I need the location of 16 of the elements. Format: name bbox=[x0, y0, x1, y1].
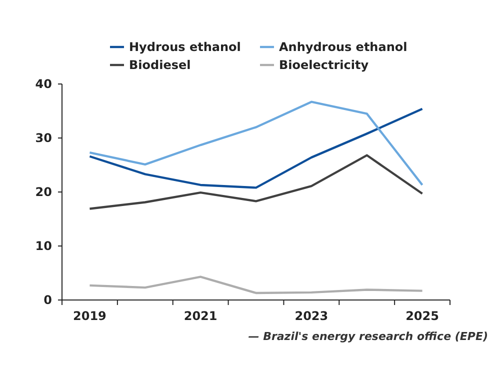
y-tick-label: 30 bbox=[35, 131, 52, 146]
legend-label: Anhydrous ethanol bbox=[279, 40, 408, 54]
legend-label: Bioelectricity bbox=[279, 58, 369, 72]
legend-label: Biodiesel bbox=[129, 58, 191, 72]
y-tick-label: 0 bbox=[44, 293, 52, 308]
y-tick-label: 20 bbox=[35, 185, 52, 200]
x-tick-label: 2023 bbox=[294, 309, 328, 323]
x-tick-label: 2019 bbox=[73, 309, 106, 323]
legend-label: Hydrous ethanol bbox=[129, 40, 241, 54]
x-tick-label: 2025 bbox=[406, 309, 439, 323]
y-tick-label: 40 bbox=[35, 77, 52, 92]
text: — Brazil's energy research office (EPE) bbox=[248, 330, 488, 343]
line-series bbox=[88, 154, 424, 210]
line-series bbox=[88, 276, 424, 294]
y-tick-label: 10 bbox=[35, 239, 52, 254]
x-tick-label: 2021 bbox=[184, 309, 218, 323]
